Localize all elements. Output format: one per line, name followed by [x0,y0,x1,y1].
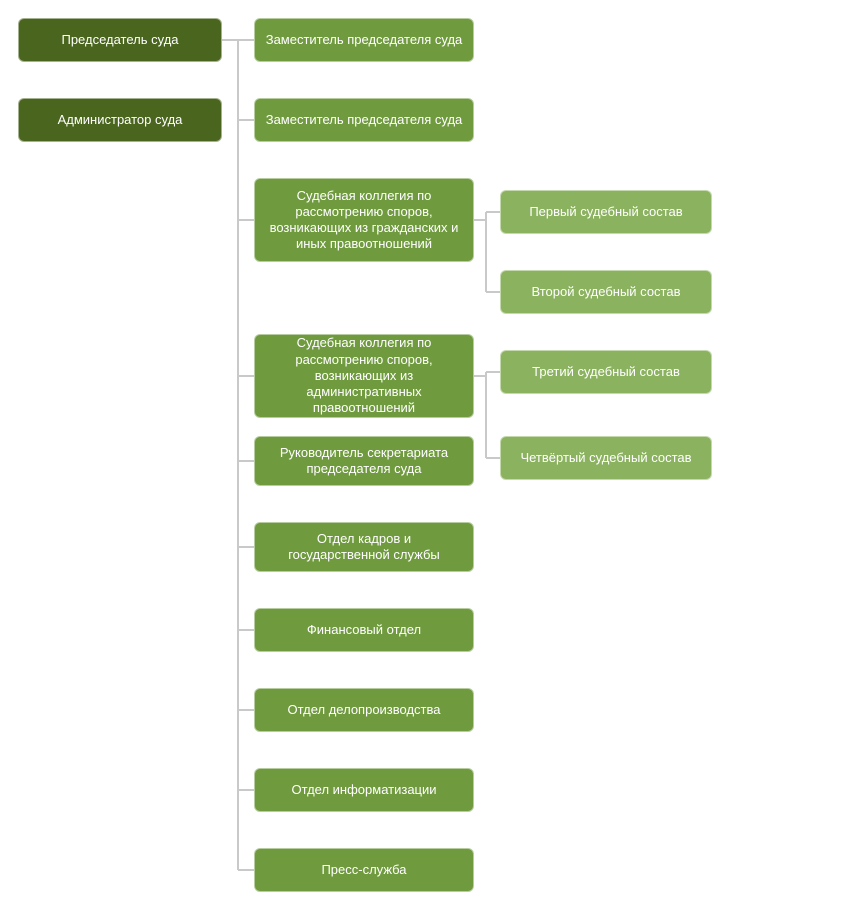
node-label: Судебная коллегия по рассмотрению споров… [265,188,463,253]
node-coll_admin: Судебная коллегия по рассмотрению споров… [254,334,474,418]
connector [486,457,500,459]
node-label: Финансовый отдел [307,622,421,638]
node-records: Отдел делопроизводства [254,688,474,732]
connector [238,629,254,631]
node-label: Руководитель секретариата председателя с… [265,445,463,478]
node-deputy2: Заместитель председателя суда [254,98,474,142]
node-press: Пресс-служба [254,848,474,892]
node-hr: Отдел кадров и государственной службы [254,522,474,572]
connector [486,371,500,373]
connector [238,546,254,548]
node-comp2: Второй судебный состав [500,270,712,314]
connector [238,869,254,871]
connector [486,291,500,293]
node-label: Председатель суда [61,32,178,48]
node-label: Пресс-служба [321,862,406,878]
node-finance: Финансовый отдел [254,608,474,652]
node-deputy1: Заместитель председателя суда [254,18,474,62]
connector [238,375,254,377]
node-label: Администратор суда [58,112,183,128]
node-label: Отдел делопроизводства [287,702,440,718]
node-secretary: Руководитель секретариата председателя с… [254,436,474,486]
node-label: Первый судебный состав [529,204,682,220]
connector [238,460,254,462]
connector [238,119,254,121]
node-chairman: Председатель суда [18,18,222,62]
node-label: Четвёртый судебный состав [520,450,691,466]
node-label: Заместитель председателя суда [266,32,463,48]
org-chart: Председатель суда Администратор суда Замес… [0,0,850,910]
node-it: Отдел информатизации [254,768,474,812]
node-label: Заместитель председателя суда [266,112,463,128]
node-label: Отдел информатизации [291,782,436,798]
node-comp3: Третий судебный состав [500,350,712,394]
node-coll_civil: Судебная коллегия по рассмотрению споров… [254,178,474,262]
node-label: Отдел кадров и государственной службы [265,531,463,564]
connector [222,39,238,41]
node-label: Третий судебный состав [532,364,680,380]
node-label: Второй судебный состав [531,284,680,300]
connector [238,709,254,711]
node-comp4: Четвёртый судебный состав [500,436,712,480]
connector [238,789,254,791]
connector [238,39,254,41]
connector [486,211,500,213]
connector [237,40,239,870]
node-comp1: Первый судебный состав [500,190,712,234]
connector [485,372,487,458]
node-admin: Администратор суда [18,98,222,142]
node-label: Судебная коллегия по рассмотрению споров… [265,335,463,416]
connector [238,219,254,221]
connector [485,212,487,292]
